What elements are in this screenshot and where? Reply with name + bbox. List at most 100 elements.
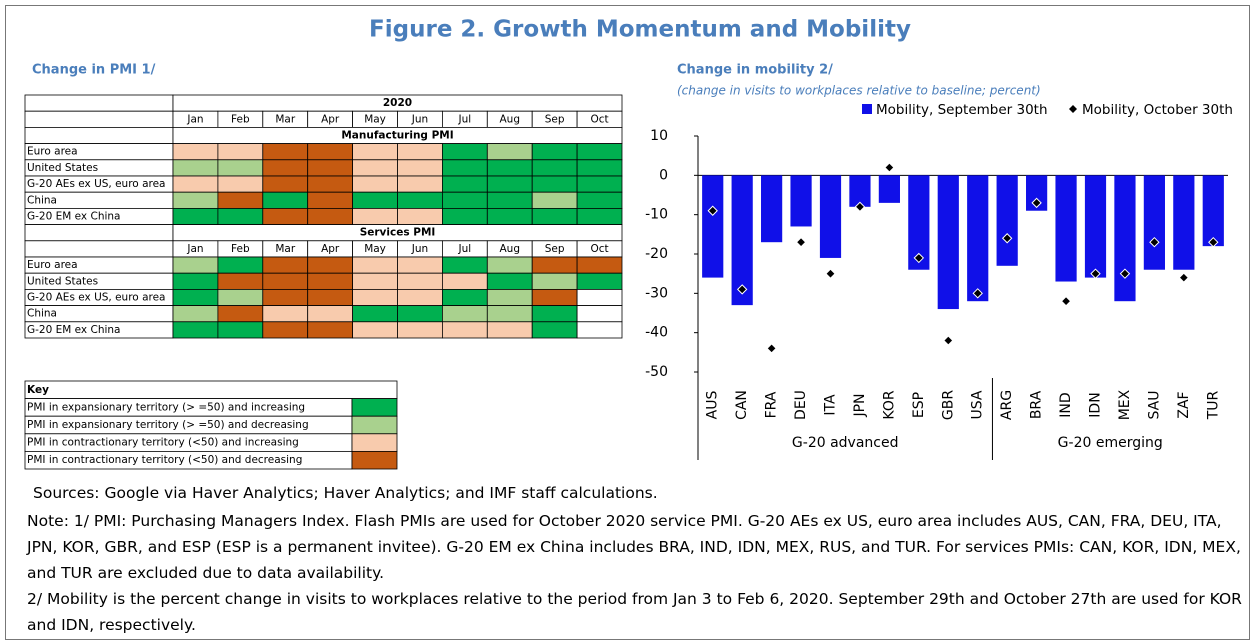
y-tick-label: -20 — [645, 246, 668, 262]
diamond — [766, 343, 777, 354]
x-tick-label: IDN — [1088, 392, 1104, 417]
diamond — [1119, 268, 1131, 279]
heat-cell — [352, 207, 398, 225]
key-label: PMI in expansionary territory (> =50) an… — [27, 419, 309, 431]
heat-cell — [262, 288, 309, 306]
heat-cell — [441, 175, 488, 193]
bar — [1055, 175, 1077, 282]
bar — [1084, 175, 1107, 278]
x-tick-label: AUS — [705, 391, 721, 420]
month-label: Jul — [458, 243, 472, 255]
bar — [790, 175, 812, 227]
bar — [702, 175, 724, 278]
heat-cell — [397, 288, 443, 306]
heat-cell — [217, 175, 264, 193]
y-tick-label: -50 — [645, 364, 668, 380]
bar — [849, 175, 871, 207]
heat-cell — [172, 143, 219, 161]
heat-cell — [531, 207, 578, 225]
row-label: Euro area — [27, 146, 78, 158]
sources: Sources: Google via Haver Analytics; Hav… — [33, 484, 658, 502]
diamond — [1208, 236, 1219, 248]
heat-cell — [486, 288, 533, 306]
heat-cell — [307, 305, 354, 323]
row-label: G-20 AEs ex US, euro area — [27, 178, 165, 190]
heat-cell — [262, 256, 309, 274]
month-label: Feb — [231, 243, 250, 255]
heat-cell — [262, 191, 309, 209]
diamond — [1031, 197, 1042, 209]
heat-cell — [486, 143, 533, 161]
heat-cell — [441, 191, 488, 209]
month-label: Aug — [499, 113, 520, 125]
y-tick-label: 0 — [659, 167, 668, 183]
y-tick-label: -10 — [645, 207, 668, 223]
month-label: Apr — [321, 243, 340, 255]
heat-cell — [217, 305, 264, 323]
heat-cell — [307, 272, 354, 290]
diamond — [884, 162, 895, 173]
undefined — [24, 94, 174, 112]
heat-cell — [352, 143, 398, 161]
heat-cell — [441, 321, 488, 339]
heat-cell — [172, 321, 219, 339]
heat-cell — [262, 321, 309, 339]
heat-cell — [397, 321, 443, 339]
heat-cell — [531, 256, 578, 274]
bar — [1026, 175, 1048, 211]
figure-title: Figure 2. Growth Momentum and Mobility — [369, 17, 911, 43]
month-label: Mar — [275, 113, 295, 125]
heat-cell — [576, 256, 623, 274]
heat-cell — [486, 207, 533, 225]
y-tick-label: -40 — [645, 325, 668, 341]
x-tick-label: DEU — [793, 390, 809, 420]
heat-cell — [531, 305, 578, 323]
undefined — [24, 224, 174, 242]
heat-cell — [441, 305, 488, 323]
heat-cell — [262, 175, 309, 193]
diamond — [1149, 236, 1160, 248]
heat-cell — [352, 288, 398, 306]
chart-title: Change in mobility 2/ — [677, 63, 833, 78]
bar — [1173, 175, 1195, 270]
row-label: United States — [27, 162, 98, 174]
diamond — [943, 335, 954, 346]
section-label: Services PMI — [360, 227, 436, 239]
month-label: May — [364, 243, 386, 255]
heat-cell — [441, 288, 488, 306]
heat-cell — [531, 143, 578, 161]
month-label: Oct — [590, 113, 608, 125]
heat-cell — [172, 175, 219, 193]
heat-cell — [307, 191, 354, 209]
heat-cell — [576, 143, 623, 161]
heat-cell — [307, 321, 354, 339]
bar — [819, 175, 842, 258]
row-label: China — [27, 308, 57, 320]
heat-cell — [576, 159, 623, 177]
heat-cell — [486, 191, 533, 209]
heat-cell — [262, 272, 309, 290]
key-label: PMI in contractionary territory (<50) an… — [27, 437, 299, 449]
heat-cell — [397, 191, 443, 209]
heat-cell — [307, 207, 354, 225]
diamond — [707, 205, 718, 216]
heat-cell — [531, 321, 578, 339]
frame — [5, 5, 1250, 640]
month-label: Jan — [186, 113, 203, 125]
x-tick-label: CAN — [734, 390, 750, 420]
undefined — [24, 110, 174, 128]
bar — [1114, 175, 1136, 302]
heat-cell — [486, 256, 533, 274]
undefined — [24, 240, 174, 258]
heat-cell — [397, 175, 443, 193]
heat-cell — [217, 191, 264, 209]
row-label: Euro area — [27, 259, 78, 271]
key-swatch — [351, 415, 398, 435]
bar — [967, 175, 989, 302]
note: Note: 1/ PMI: Purchasing Managers Index.… — [27, 512, 1241, 582]
heat-cell — [172, 256, 219, 274]
heat-cell — [576, 305, 623, 323]
x-tick-label: TUR — [1205, 390, 1221, 420]
x-tick-label: ZAF — [1176, 391, 1192, 418]
